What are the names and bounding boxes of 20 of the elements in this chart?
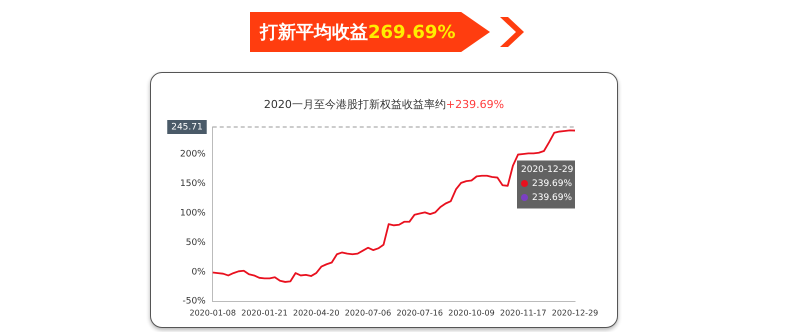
y-tick-label: 200% xyxy=(180,149,206,160)
annotation: 2020-12-29 xyxy=(521,164,574,175)
x-tick-label: 2020-10-09 xyxy=(448,308,495,318)
y-tick-label: 50% xyxy=(186,238,206,248)
annotation: 239.69% xyxy=(532,178,572,189)
x-tick-label: 2020-04-20 xyxy=(292,308,340,318)
x-tick-label: 2020-11-17 xyxy=(500,308,546,318)
x-tick-label: 2020-07-06 xyxy=(344,308,392,318)
x-tick-label: 2020-12-29 xyxy=(552,308,598,318)
x-tick-label: 2020-01-08 xyxy=(189,308,236,318)
annotation: 239.69% xyxy=(532,192,572,203)
y-tick-label: 0% xyxy=(191,267,206,278)
chart-title: 打新平均收益269.69% xyxy=(260,20,456,44)
y-tick-label: 150% xyxy=(180,178,206,189)
y-tick-label: -50% xyxy=(182,296,206,307)
y-tick-label: 100% xyxy=(180,208,206,218)
x-tick-label: 2020-07-16 xyxy=(396,308,443,318)
ref-line-label: 245.71 xyxy=(171,122,203,132)
chart-subtitle: 2020一月至今港股打新权益收益率约+239.69% xyxy=(264,98,504,111)
x-tick-label: 2020-01-21 xyxy=(241,308,288,318)
